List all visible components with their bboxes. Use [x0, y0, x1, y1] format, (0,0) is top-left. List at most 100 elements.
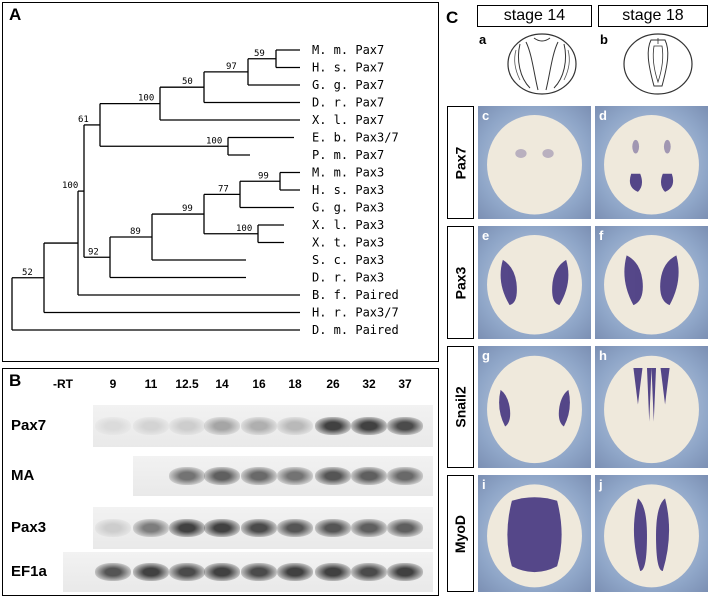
- tile-letter: g: [482, 348, 490, 363]
- bootstrap-value: 100: [138, 94, 154, 104]
- schematic-letter-a: a: [479, 32, 487, 47]
- row-label-snail2: Snail2: [447, 346, 474, 468]
- gel-band: [277, 563, 313, 581]
- gel-band: [315, 417, 351, 435]
- taxon-label: X. l. Pax7: [312, 113, 384, 127]
- gel-area: -RT 9 11 12.5 14 16 18 26 32 37 Pax7 MA Pax3 EF1a: [3, 369, 440, 597]
- gel-band: [315, 563, 351, 581]
- panel-c-letter: C: [446, 8, 459, 27]
- gel-row-label: MA: [11, 467, 35, 484]
- gel-band: [277, 519, 313, 537]
- gel-band: [387, 417, 423, 435]
- tile-letter: d: [599, 108, 607, 123]
- gel-band: [95, 519, 131, 537]
- gel-band: [204, 563, 240, 581]
- lane-label: 32: [362, 377, 376, 391]
- gel-band: [204, 417, 240, 435]
- bootstrap-value: 59: [254, 49, 265, 59]
- taxon-label: G. g. Pax3: [312, 201, 384, 215]
- schematic-letter-b: b: [600, 32, 608, 47]
- taxon-label: S. c. Pax3: [312, 253, 384, 267]
- lane-label: 11: [144, 377, 158, 391]
- bootstrap-value: 97: [226, 62, 237, 72]
- panel-a-phylogeny: A 59 97 50 100 100 61 99 77 100 99 89 92 100 52 M. m. …: [2, 2, 439, 362]
- bootstrap-value: 100: [206, 136, 222, 146]
- gel-band: [95, 417, 131, 435]
- in-situ-image: d: [595, 106, 708, 219]
- gel-band: [351, 519, 387, 537]
- gel-row-label: EF1a: [11, 563, 47, 580]
- gel-band: [351, 417, 387, 435]
- row-label-pax3: Pax3: [447, 226, 474, 339]
- phylogenetic-tree: 59 97 50 100 100 61 99 77 100 99 89 92 100 52 M. m. Pa…: [11, 43, 399, 337]
- gel-band: [241, 417, 277, 435]
- lane-label: 9: [109, 377, 117, 391]
- tile-letter: c: [482, 108, 490, 123]
- lane-label: 16: [252, 377, 266, 391]
- taxon-label: G. g. Pax7: [312, 78, 384, 92]
- tile-letter: i: [482, 477, 486, 492]
- bootstrap-value: 100: [62, 181, 78, 191]
- gel-band: [387, 563, 423, 581]
- in-situ-image: e: [478, 226, 591, 339]
- gel-band: [95, 563, 131, 581]
- taxon-label: B. f. Paired: [312, 288, 399, 302]
- gel-band: [133, 563, 169, 581]
- bootstrap-value: 77: [218, 184, 229, 194]
- gel-band: [169, 417, 205, 435]
- bootstrap-value: 52: [22, 268, 33, 278]
- bootstrap-value: 50: [182, 77, 193, 87]
- gel-band: [204, 519, 240, 537]
- taxon-label: M. m. Pax3: [312, 166, 384, 180]
- panel-a-letter: A: [9, 5, 22, 24]
- bootstrap-value: 61: [78, 115, 89, 125]
- gel-band: [204, 467, 240, 485]
- taxon-label: M. m. Pax7: [312, 43, 384, 57]
- taxon-label: X. l. Pax3: [312, 218, 384, 232]
- tile-letter: f: [599, 228, 604, 243]
- tile-letter: e: [482, 228, 490, 243]
- gel-band: [241, 519, 277, 537]
- taxon-label: H. r. Pax3/7: [312, 306, 399, 320]
- in-situ-image: h: [595, 346, 708, 468]
- gel-row-label: Pax7: [11, 417, 47, 434]
- gel-band: [315, 519, 351, 537]
- gel-band: [241, 563, 277, 581]
- taxon-label: H. s. Pax3: [312, 183, 384, 197]
- tile-letter: j: [599, 477, 603, 492]
- lane-label: 14: [215, 377, 229, 391]
- lane-label: 37: [398, 377, 412, 391]
- gel-band: [351, 467, 387, 485]
- stage-14-schematic: [507, 33, 577, 95]
- bootstrap-value: 89: [130, 227, 141, 237]
- bootstrap-value: 99: [258, 171, 269, 181]
- gel-row-label: Pax3: [11, 519, 47, 536]
- panel-b-letter: B: [9, 371, 22, 390]
- taxon-label: H. s. Pax7: [312, 61, 384, 75]
- taxon-label: X. t. Pax3: [312, 236, 384, 250]
- row-label-pax7: Pax7: [447, 106, 474, 219]
- lane-label: 26: [326, 377, 340, 391]
- bootstrap-value: 92: [88, 247, 99, 257]
- in-situ-image: j: [595, 475, 708, 592]
- in-situ-image: c: [478, 106, 591, 219]
- gel-band: [241, 467, 277, 485]
- bootstrap-value: 100: [236, 224, 252, 234]
- gel-band: [169, 519, 205, 537]
- row-label-myod: MyoD: [447, 475, 474, 592]
- taxon-label: E. b. Pax3/7: [312, 131, 399, 145]
- taxon-label: D. r. Pax7: [312, 96, 384, 110]
- lane-label: 12.5: [175, 377, 199, 391]
- gel-band: [351, 563, 387, 581]
- gel-band: [387, 467, 423, 485]
- gel-band: [277, 467, 313, 485]
- panel-b-rt-pcr: B -RT 9 11 12.5 14 16 18 26 32 37 Pax7 MA Pax3 EF1a: [2, 368, 439, 596]
- bootstrap-value: 99: [182, 204, 193, 214]
- gel-band: [387, 519, 423, 537]
- gel-band: [169, 563, 205, 581]
- gel-band: [169, 467, 205, 485]
- taxon-label: D. r. Pax3: [312, 271, 384, 285]
- taxon-label: P. m. Pax7: [312, 148, 384, 162]
- stage-18-schematic: [623, 33, 693, 95]
- lane-label: -RT: [53, 377, 73, 391]
